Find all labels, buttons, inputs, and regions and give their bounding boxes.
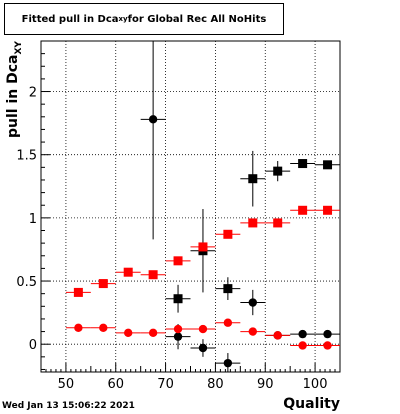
y-axis-label-main: pull in Dca [5, 54, 21, 138]
data-point-square [323, 205, 333, 215]
data-point-circle [323, 341, 332, 350]
x-tick-label: 50 [58, 377, 75, 392]
grid-lines [41, 41, 340, 372]
data-point-circle [248, 298, 257, 307]
data-point-square [173, 294, 183, 304]
y-tick-label: 1.5 [16, 149, 37, 164]
chart-title-suffix: for Global Rec All NoHits [127, 13, 267, 25]
data-point-square [323, 160, 333, 170]
y-tick-label: 0.5 [16, 275, 37, 290]
x-tick-label: 70 [157, 377, 174, 392]
x-tick-labels: 50 60 70 80 90 100 [58, 377, 328, 392]
data-point-square [148, 270, 158, 280]
data-point-circle [74, 323, 83, 332]
chart-title-subscript: xy [118, 15, 128, 23]
data-point-square [273, 218, 283, 228]
x-tick-label: 60 [107, 377, 124, 392]
data-point-circle [173, 332, 183, 341]
data-point-square [273, 166, 283, 176]
data-point-square [223, 229, 233, 239]
timestamp: Wed Jan 13 15:06:22 2021 [2, 401, 135, 411]
data-point-circle [248, 327, 257, 336]
data-point-circle [298, 341, 307, 350]
data-series-4 [65, 318, 340, 350]
data-point-square [298, 205, 308, 215]
y-tick-label: 2 [29, 86, 37, 101]
data-point-square [73, 287, 83, 297]
data-point-square [98, 279, 108, 289]
data-point-square [198, 242, 208, 252]
x-tick-label: 80 [207, 377, 224, 392]
y-axis-label: pull in DcaXY [5, 41, 24, 154]
y-axis-label-sub: XY [13, 41, 24, 55]
x-axis-label: Quality [283, 396, 340, 412]
chart-title: Fitted pull in Dca xy for Global Rec All … [4, 3, 284, 35]
chart-title-prefix: Fitted pull in Dca [21, 13, 119, 25]
data-point-square [298, 159, 308, 169]
y-tick-labels: 0 0.5 1 1.5 2 [16, 86, 37, 354]
plot-frame [40, 40, 341, 373]
data-point-circle [323, 329, 332, 339]
data-point-square [248, 174, 258, 184]
axis-ticks [40, 40, 341, 372]
y-tick-label: 1 [29, 212, 37, 227]
x-tick-label: 100 [303, 377, 328, 392]
data-point-circle [148, 328, 158, 338]
data-point-square [123, 267, 133, 277]
data-point-circle [198, 343, 208, 353]
data-point-circle [173, 324, 183, 334]
data-point-circle [223, 358, 233, 368]
data-point-circle [298, 329, 307, 339]
data-point-square [248, 218, 258, 228]
data-point-square [173, 256, 183, 266]
data-point-circle [124, 328, 133, 338]
x-tick-label: 90 [257, 377, 274, 392]
data-point-circle [99, 323, 108, 332]
data-point-circle [223, 318, 233, 327]
data-series [65, 41, 340, 372]
data-point-circle [148, 115, 158, 124]
data-point-circle [198, 324, 208, 334]
y-tick-label: 0 [29, 338, 37, 353]
data-point-square [223, 284, 233, 294]
data-point-circle [273, 331, 282, 340]
data-series-3 [65, 205, 340, 297]
